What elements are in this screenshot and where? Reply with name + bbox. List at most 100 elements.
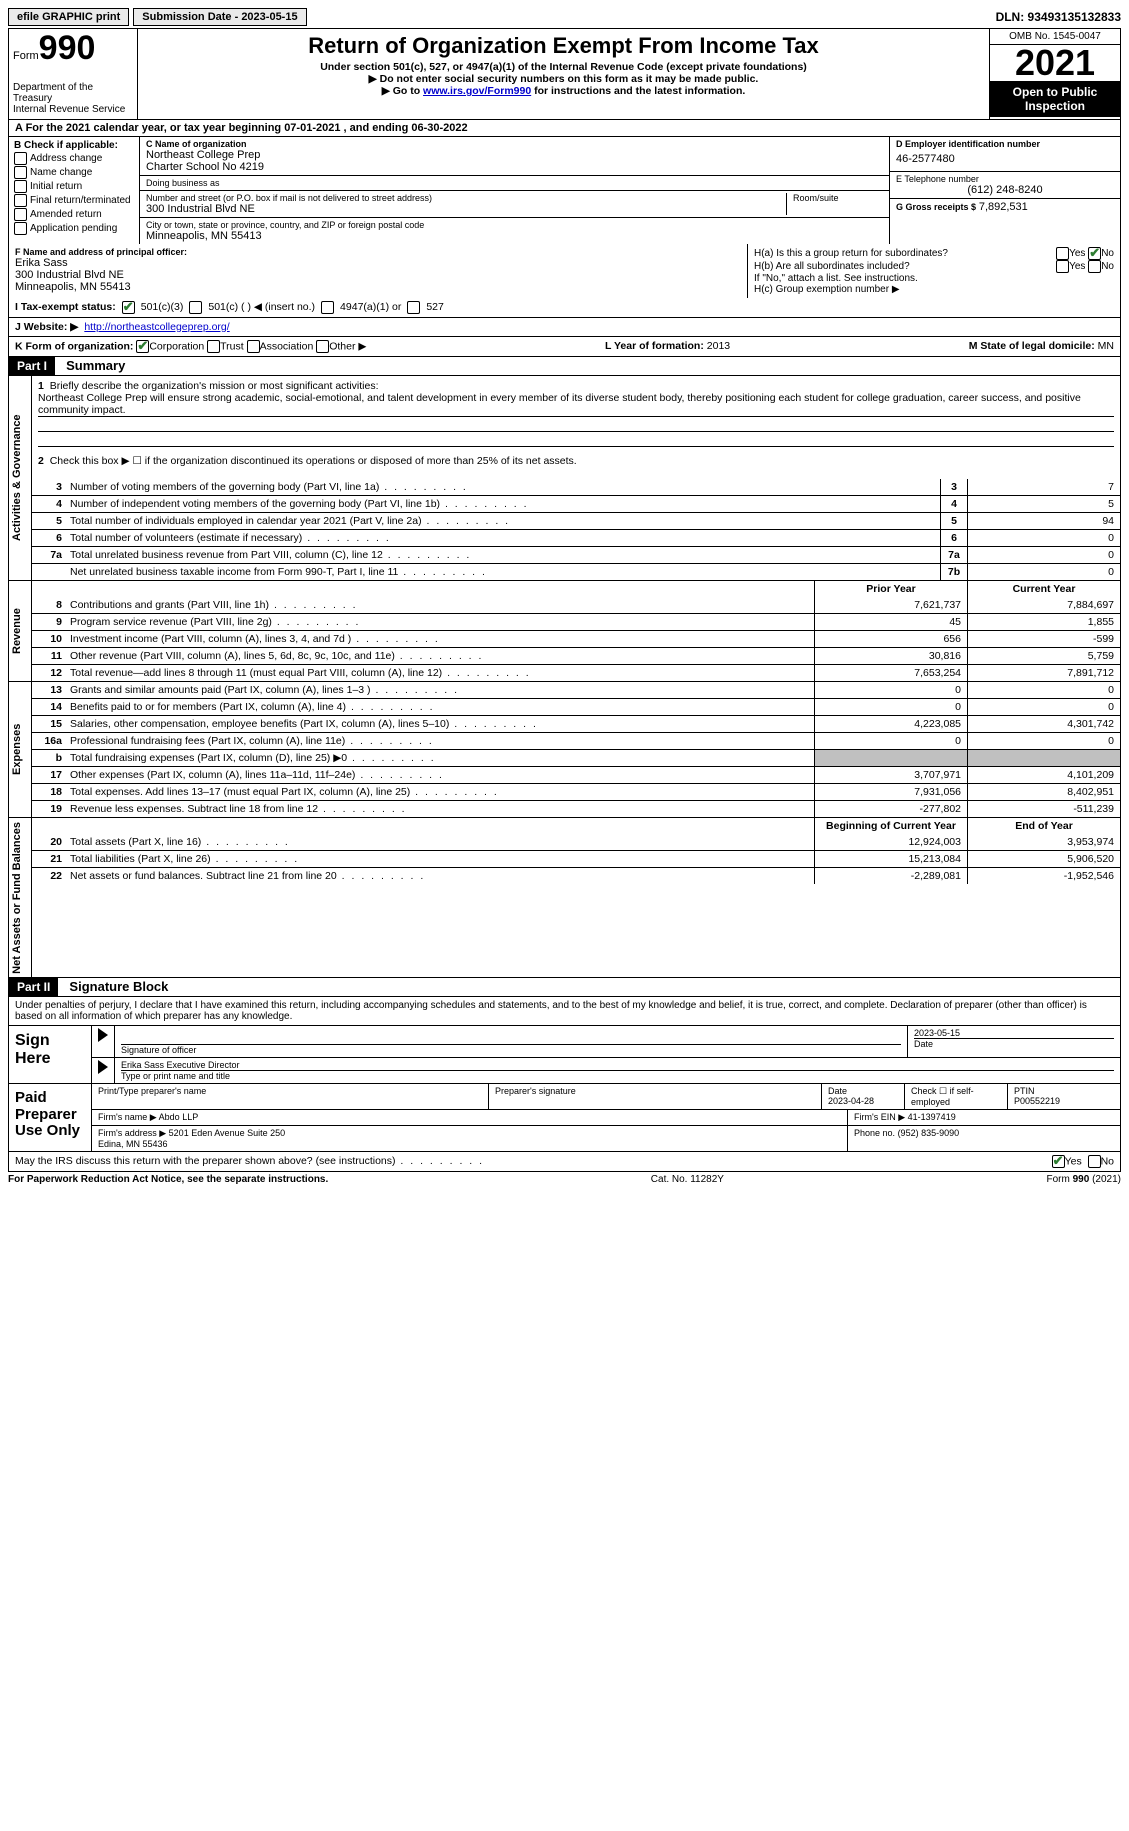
hb-note: If "No," attach a list. See instructions… <box>754 273 1114 284</box>
form-subtitle: Under section 501(c), 527, or 4947(a)(1)… <box>144 61 983 73</box>
firm-name: Abdo LLP <box>159 1112 199 1122</box>
discuss-row: May the IRS discuss this return with the… <box>8 1152 1121 1172</box>
l2-text: Check this box ▶ ☐ if the organization d… <box>50 455 577 467</box>
summary-line: 12Total revenue—add lines 8 through 11 (… <box>32 664 1120 681</box>
discuss-yes[interactable] <box>1052 1155 1065 1168</box>
hdr-current-year: Current Year <box>967 581 1120 597</box>
officer-name: Erika Sass <box>15 257 741 269</box>
summary-line: 6Total number of volunteers (estimate if… <box>32 529 1120 546</box>
summary-line: 19Revenue less expenses. Subtract line 1… <box>32 800 1120 817</box>
expenses-section: Expenses 13Grants and similar amounts pa… <box>8 682 1121 818</box>
summary-line: 21Total liabilities (Part X, line 26)15,… <box>32 850 1120 867</box>
address-label: Number and street (or P.O. box if mail i… <box>146 193 780 203</box>
check-other[interactable] <box>316 340 329 353</box>
part2-title: Signature Block <box>61 979 168 994</box>
address-value: 300 Industrial Blvd NE <box>146 203 780 215</box>
ha-yes[interactable] <box>1056 247 1069 260</box>
check-initial-return[interactable] <box>14 180 27 193</box>
officer-addr2: Minneapolis, MN 55413 <box>15 281 741 293</box>
irs-link[interactable]: www.irs.gov/Form990 <box>423 85 531 97</box>
check-corporation[interactable] <box>136 340 149 353</box>
paid-preparer-table: Paid Preparer Use Only Print/Type prepar… <box>8 1084 1121 1152</box>
check-name-change[interactable] <box>14 166 27 179</box>
summary-line: 22Net assets or fund balances. Subtract … <box>32 867 1120 884</box>
efile-print-button[interactable]: efile GRAPHIC print <box>8 8 129 26</box>
city-label: City or town, state or province, country… <box>146 220 883 230</box>
summary-line: 15Salaries, other compensation, employee… <box>32 715 1120 732</box>
footer-cat: Cat. No. 11282Y <box>651 1174 724 1185</box>
mission-text: Northeast College Prep will ensure stron… <box>38 392 1114 417</box>
footer-right: Form 990 (2021) <box>1047 1174 1121 1185</box>
year-formation: 2013 <box>707 340 730 352</box>
page-footer: For Paperwork Reduction Act Notice, see … <box>8 1172 1121 1187</box>
part2-header: Part II <box>9 978 58 996</box>
summary-line: 8Contributions and grants (Part VIII, li… <box>32 597 1120 613</box>
hdr-prior-year: Prior Year <box>814 581 967 597</box>
check-501c3[interactable] <box>122 301 135 314</box>
net-assets-section: Net Assets or Fund Balances Beginning of… <box>8 818 1121 979</box>
vlabel-expenses: Expenses <box>9 682 32 817</box>
website-link[interactable]: http://northeastcollegeprep.org/ <box>84 321 229 333</box>
room-suite-label: Room/suite <box>793 193 883 203</box>
instruction-2: ▶ Go to www.irs.gov/Form990 for instruct… <box>144 85 983 97</box>
check-amended-return[interactable] <box>14 208 27 221</box>
preparer-date: 2023-04-28 <box>828 1096 874 1106</box>
ein-value: 46-2577480 <box>896 149 1114 169</box>
ha-no[interactable] <box>1088 247 1101 260</box>
summary-line: 4Number of independent voting members of… <box>32 495 1120 512</box>
vlabel-revenue: Revenue <box>9 581 32 681</box>
self-employed-check[interactable]: Check ☐ if self-employed <box>905 1084 1008 1109</box>
dln-label: DLN: 93493135132833 <box>996 10 1121 24</box>
check-address-change[interactable] <box>14 152 27 165</box>
hdr-eoy: End of Year <box>967 818 1120 834</box>
summary-line: 18Total expenses. Add lines 13–17 (must … <box>32 783 1120 800</box>
check-app-pending[interactable] <box>14 222 27 235</box>
check-4947[interactable] <box>321 301 334 314</box>
ptin-value: P00552219 <box>1014 1096 1060 1106</box>
hb-no[interactable] <box>1088 260 1101 273</box>
sig-officer-label: Signature of officer <box>121 1044 901 1055</box>
summary-line: 17Other expenses (Part IX, column (A), l… <box>32 766 1120 783</box>
part1-title: Summary <box>58 358 125 373</box>
tax-status-row: I Tax-exempt status: 501(c)(3) 501(c) ( … <box>8 298 1121 318</box>
summary-line: 16aProfessional fundraising fees (Part I… <box>32 732 1120 749</box>
check-527[interactable] <box>407 301 420 314</box>
officer-group-grid: F Name and address of principal officer:… <box>8 244 1121 298</box>
sign-here-label: Sign Here <box>9 1026 91 1083</box>
summary-line: 9Program service revenue (Part VIII, lin… <box>32 613 1120 630</box>
form-header: Form990 Department of the Treasury Inter… <box>8 28 1121 120</box>
city-value: Minneapolis, MN 55413 <box>146 230 883 242</box>
form-number: Form990 <box>13 33 133 64</box>
hb-label: H(b) Are all subordinates included? <box>754 261 910 272</box>
summary-line: 20Total assets (Part X, line 16)12,924,0… <box>32 834 1120 850</box>
paid-preparer-label: Paid Preparer Use Only <box>9 1084 91 1151</box>
org-name-label: C Name of organization <box>146 139 883 149</box>
check-trust[interactable] <box>207 340 220 353</box>
part2-bar: Part II Signature Block <box>8 978 1121 997</box>
check-association[interactable] <box>247 340 260 353</box>
phone-label: E Telephone number <box>896 174 1114 184</box>
check-final-return[interactable] <box>14 194 27 207</box>
instruction-1: ▶ Do not enter social security numbers o… <box>144 73 983 85</box>
submission-date-button[interactable]: Submission Date - 2023-05-15 <box>133 8 306 26</box>
revenue-section: Revenue Prior Year Current Year 8Contrib… <box>8 581 1121 682</box>
gross-receipts-label: G Gross receipts $ <box>896 202 976 212</box>
summary-line: Net unrelated business taxable income fr… <box>32 563 1120 580</box>
footer-left: For Paperwork Reduction Act Notice, see … <box>8 1174 328 1185</box>
sig-date-label: Date <box>914 1038 1114 1049</box>
check-501c[interactable] <box>189 301 202 314</box>
form-title: Return of Organization Exempt From Incom… <box>144 33 983 59</box>
sig-date-value: 2023-05-15 <box>914 1028 1114 1038</box>
arrow-icon <box>98 1060 108 1074</box>
discuss-no[interactable] <box>1088 1155 1101 1168</box>
summary-line: 14Benefits paid to or for members (Part … <box>32 698 1120 715</box>
firm-phone: (952) 835-9090 <box>898 1128 960 1138</box>
preparer-name-label: Print/Type preparer's name <box>92 1084 489 1109</box>
summary-line: 11Other revenue (Part VIII, column (A), … <box>32 647 1120 664</box>
hb-yes[interactable] <box>1056 260 1069 273</box>
dept-label: Department of the Treasury Internal Reve… <box>13 82 133 115</box>
phone-value: (612) 248-8240 <box>896 184 1114 196</box>
officer-addr1: 300 Industrial Blvd NE <box>15 269 741 281</box>
officer-printed-name: Erika Sass Executive Director <box>121 1060 1114 1070</box>
ein-label: D Employer identification number <box>896 139 1114 149</box>
